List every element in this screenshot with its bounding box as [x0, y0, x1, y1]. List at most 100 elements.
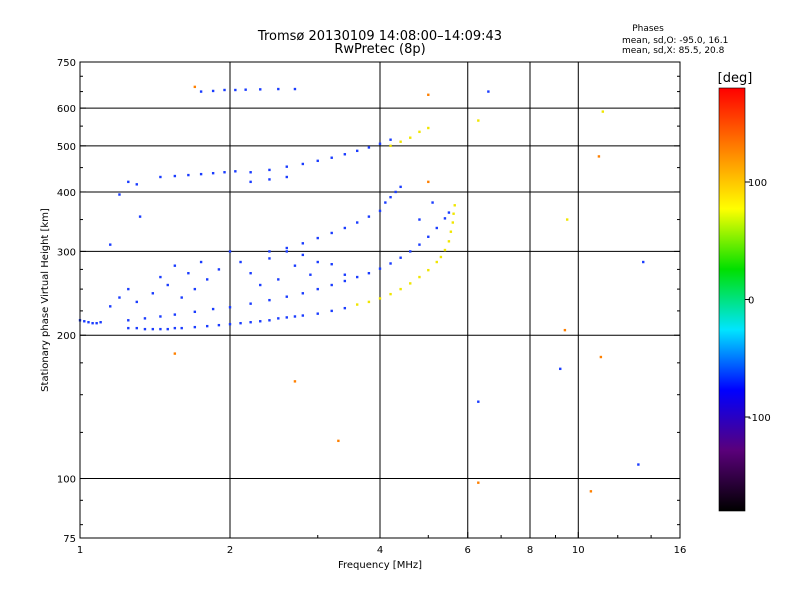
- colorbar-tick-label: 0: [748, 296, 754, 307]
- data-point: [285, 175, 288, 179]
- data-point: [599, 355, 603, 359]
- data-point: [378, 142, 382, 145]
- data-point: [277, 278, 280, 281]
- x-axis-label: Frequency [MHz]: [338, 560, 422, 571]
- y-tick-label: 100: [57, 475, 76, 486]
- data-point: [135, 183, 138, 186]
- data-point: [330, 309, 333, 313]
- axis-ticks: 1 2 4 6 8 10 16 75 100 200 300 400 500 600 750: [57, 58, 686, 556]
- data-point: [173, 352, 177, 355]
- colorbar-ticks: 100 0 -100: [745, 178, 771, 424]
- data-point: [565, 218, 569, 221]
- data-point: [166, 283, 169, 287]
- data-point: [384, 201, 387, 204]
- data-point: [301, 314, 305, 317]
- data-point: [355, 221, 359, 224]
- data-point: [268, 250, 271, 253]
- data-point: [409, 282, 412, 285]
- data-point: [601, 110, 605, 113]
- data-point: [316, 312, 319, 315]
- data-point: [259, 88, 262, 91]
- data-point: [249, 321, 252, 324]
- data-point: [452, 212, 455, 215]
- data-point: [447, 211, 451, 214]
- data-point: [447, 240, 451, 243]
- data-point: [453, 204, 456, 207]
- data-point: [109, 305, 112, 308]
- data-point: [389, 262, 392, 265]
- data-point: [285, 316, 288, 319]
- data-point: [180, 296, 183, 299]
- y-tick-label: 750: [57, 58, 76, 69]
- data-point: [427, 93, 430, 96]
- data-point: [443, 248, 447, 252]
- data-point: [135, 300, 138, 304]
- data-point: [343, 306, 347, 310]
- colorbar: [deg] 100 0 -100: [718, 71, 771, 512]
- data-point: [239, 260, 242, 264]
- data-point: [309, 273, 312, 276]
- data-point: [268, 178, 271, 181]
- data-point: [418, 243, 421, 246]
- data-point: [180, 326, 183, 330]
- data-point: [187, 272, 190, 275]
- y-tick-label: 75: [63, 534, 76, 545]
- data-point: [301, 292, 305, 295]
- data-point: [355, 275, 359, 279]
- data-point: [159, 327, 162, 331]
- data-point: [316, 260, 319, 264]
- data-point: [427, 235, 430, 238]
- data-point: [355, 303, 359, 306]
- data-point: [205, 278, 209, 281]
- data-point: [127, 326, 130, 330]
- legend-line-x: mean, sd,X: 85.5, 20.8: [622, 46, 725, 56]
- x-tick-label: 4: [377, 545, 383, 556]
- data-point: [228, 306, 232, 309]
- grid: [80, 62, 680, 538]
- data-point: [597, 155, 601, 158]
- data-point: [193, 287, 197, 291]
- data-point: [268, 168, 271, 172]
- data-point: [173, 326, 177, 330]
- data-point: [159, 275, 162, 279]
- data-point: [409, 136, 412, 139]
- data-point: [259, 283, 262, 287]
- data-point: [367, 215, 371, 218]
- data-point: [367, 300, 371, 304]
- data-point: [389, 144, 392, 148]
- colorbar-label: [deg]: [718, 71, 753, 86]
- data-point: [199, 90, 203, 93]
- data-point: [109, 243, 112, 246]
- y-tick-label: 200: [57, 331, 76, 342]
- data-point: [135, 326, 138, 330]
- data-point: [477, 400, 480, 403]
- data-point: [399, 287, 402, 291]
- data-points: [78, 85, 645, 493]
- data-point: [427, 268, 430, 272]
- data-point: [211, 171, 215, 175]
- data-point: [118, 193, 121, 196]
- data-point: [316, 236, 319, 240]
- data-point: [337, 439, 340, 443]
- data-point: [559, 367, 562, 371]
- data-point: [223, 171, 226, 174]
- data-point: [193, 310, 197, 314]
- data-point: [330, 231, 333, 235]
- data-point: [199, 172, 203, 176]
- x-tick-label: 6: [465, 545, 471, 556]
- data-point: [217, 268, 221, 271]
- chart-subtitle: RwPretec (8p): [334, 42, 425, 57]
- data-point: [301, 253, 305, 257]
- y-tick-label: 400: [57, 188, 76, 199]
- data-point: [389, 195, 392, 199]
- data-point: [83, 320, 86, 323]
- x-tick-label: 2: [227, 545, 233, 556]
- data-point: [211, 307, 215, 311]
- x-tick-label: 10: [572, 545, 585, 556]
- data-point: [418, 218, 421, 221]
- data-point: [91, 321, 94, 325]
- data-point: [199, 260, 203, 264]
- data-point: [228, 322, 232, 326]
- data-point: [330, 263, 333, 266]
